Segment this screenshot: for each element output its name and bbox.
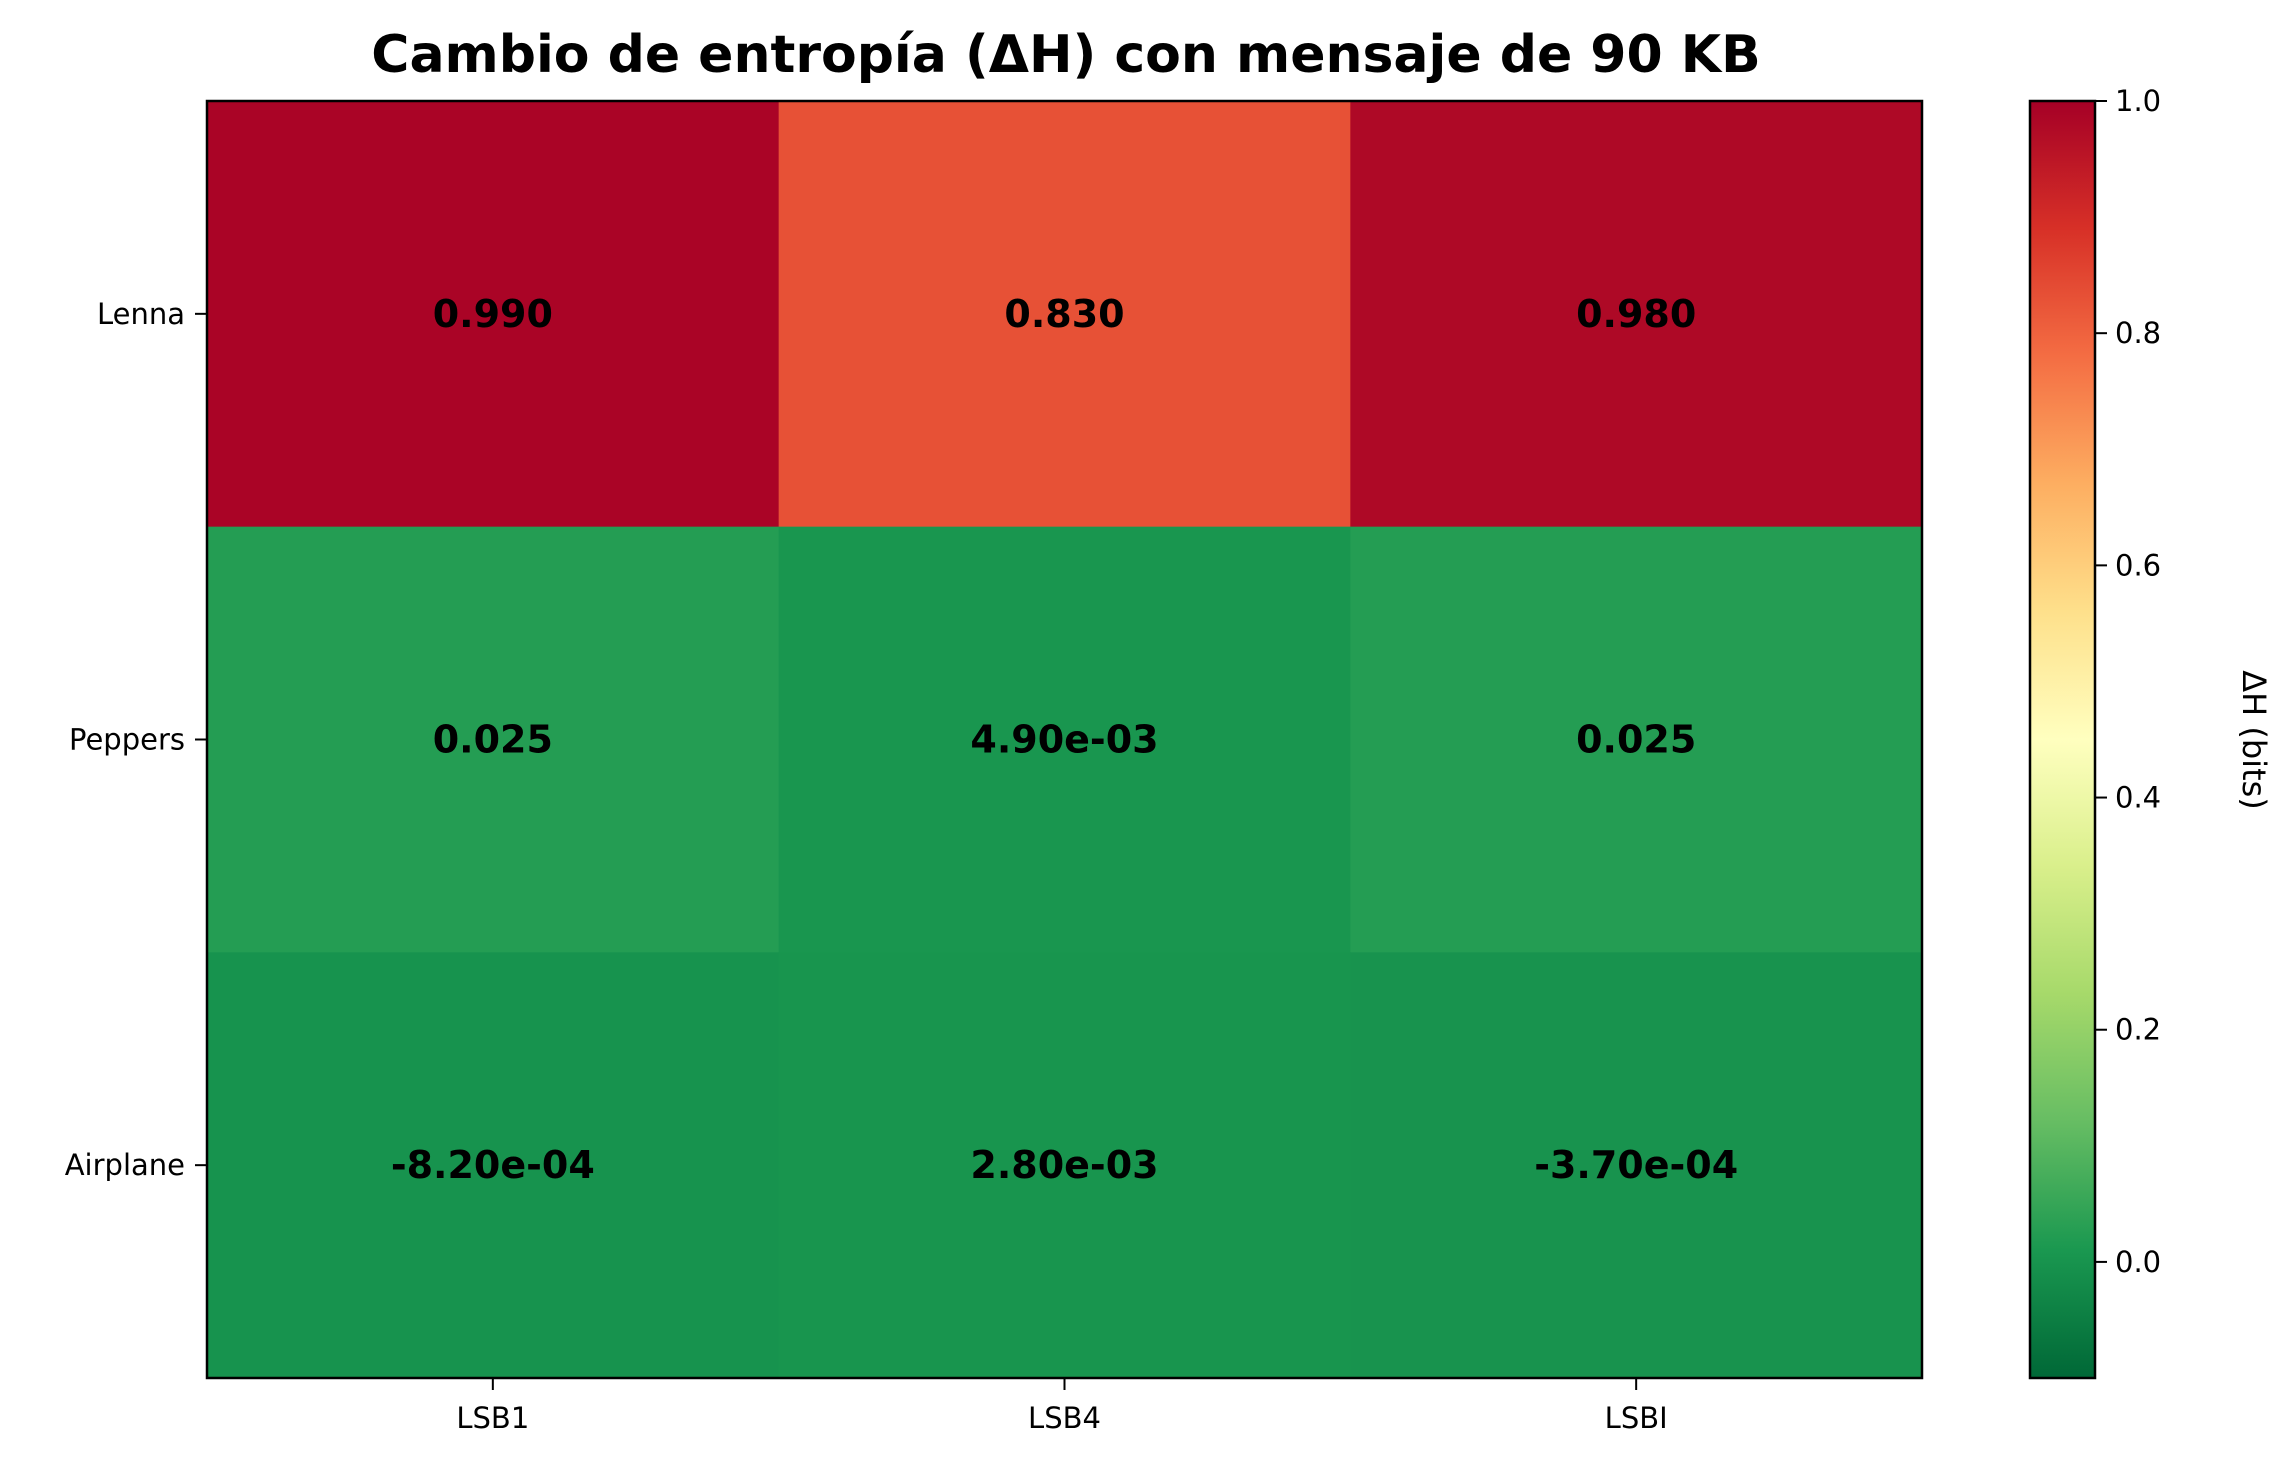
heatmap-cell <box>207 526 780 953</box>
colorbar-label: ΔH (bits) <box>2235 670 2273 810</box>
cell-value-label: 2.80e-03 <box>970 1143 1158 1187</box>
heatmap-cell <box>778 952 1351 1379</box>
colorbar-gradient <box>2028 99 2097 1380</box>
colorbar-tick-label: 0.2 <box>2115 1013 2161 1047</box>
colorbar-tick-label: 1.0 <box>2115 84 2161 118</box>
colorbar-tick-label: 0.0 <box>2115 1245 2161 1279</box>
heatmap-cell <box>207 101 780 528</box>
colorbar-tick-label: 0.6 <box>2115 548 2161 582</box>
heatmap-cells <box>207 101 1923 1379</box>
colorbar-tick-label: 0.8 <box>2115 316 2161 350</box>
cell-value-label: 0.830 <box>1004 292 1124 336</box>
x-tick-label: LSB1 <box>456 1401 529 1435</box>
colorbar-ticks: 0.0 0.2 0.4 0.6 0.8 1.0 <box>2095 84 2161 1279</box>
chart-title: Cambio de entropía (ΔH) con mensaje de 9… <box>371 25 1760 85</box>
heatmap-cell <box>1350 101 1923 528</box>
y-axis: Lenna Peppers Airplane <box>65 297 207 1182</box>
cell-value-label: -3.70e-04 <box>1534 1143 1738 1187</box>
cell-value-label: 4.90e-03 <box>970 718 1158 762</box>
y-tick-label: Airplane <box>65 1148 185 1182</box>
x-tick-label: LSB4 <box>1028 1401 1101 1435</box>
colorbar-tick-label: 0.4 <box>2115 781 2161 815</box>
y-tick-label: Peppers <box>69 723 185 757</box>
y-tick-label: Lenna <box>97 297 185 331</box>
cell-value-label: 0.025 <box>1576 718 1696 762</box>
x-axis: LSB1 LSB4 LSBI <box>456 1378 1668 1435</box>
colorbar: 0.0 0.2 0.4 0.6 0.8 1.0 ΔH (bits) <box>2028 84 2273 1380</box>
cell-value-label: -8.20e-04 <box>391 1143 595 1187</box>
cell-value-label: 0.980 <box>1576 292 1696 336</box>
cell-value-label: 0.025 <box>433 718 553 762</box>
heatmap-cell <box>778 526 1351 953</box>
cell-value-label: 0.990 <box>433 292 553 336</box>
x-tick-label: LSBI <box>1605 1401 1668 1435</box>
heatmap-cell-labels: 0.990 0.830 0.980 0.025 4.90e-03 0.025 -8.20e-… <box>391 292 1738 1187</box>
heatmap-cell <box>778 101 1351 528</box>
heatmap-cell <box>207 952 780 1379</box>
heatmap-cell <box>1350 526 1923 953</box>
heatmap-cell <box>1350 952 1923 1379</box>
